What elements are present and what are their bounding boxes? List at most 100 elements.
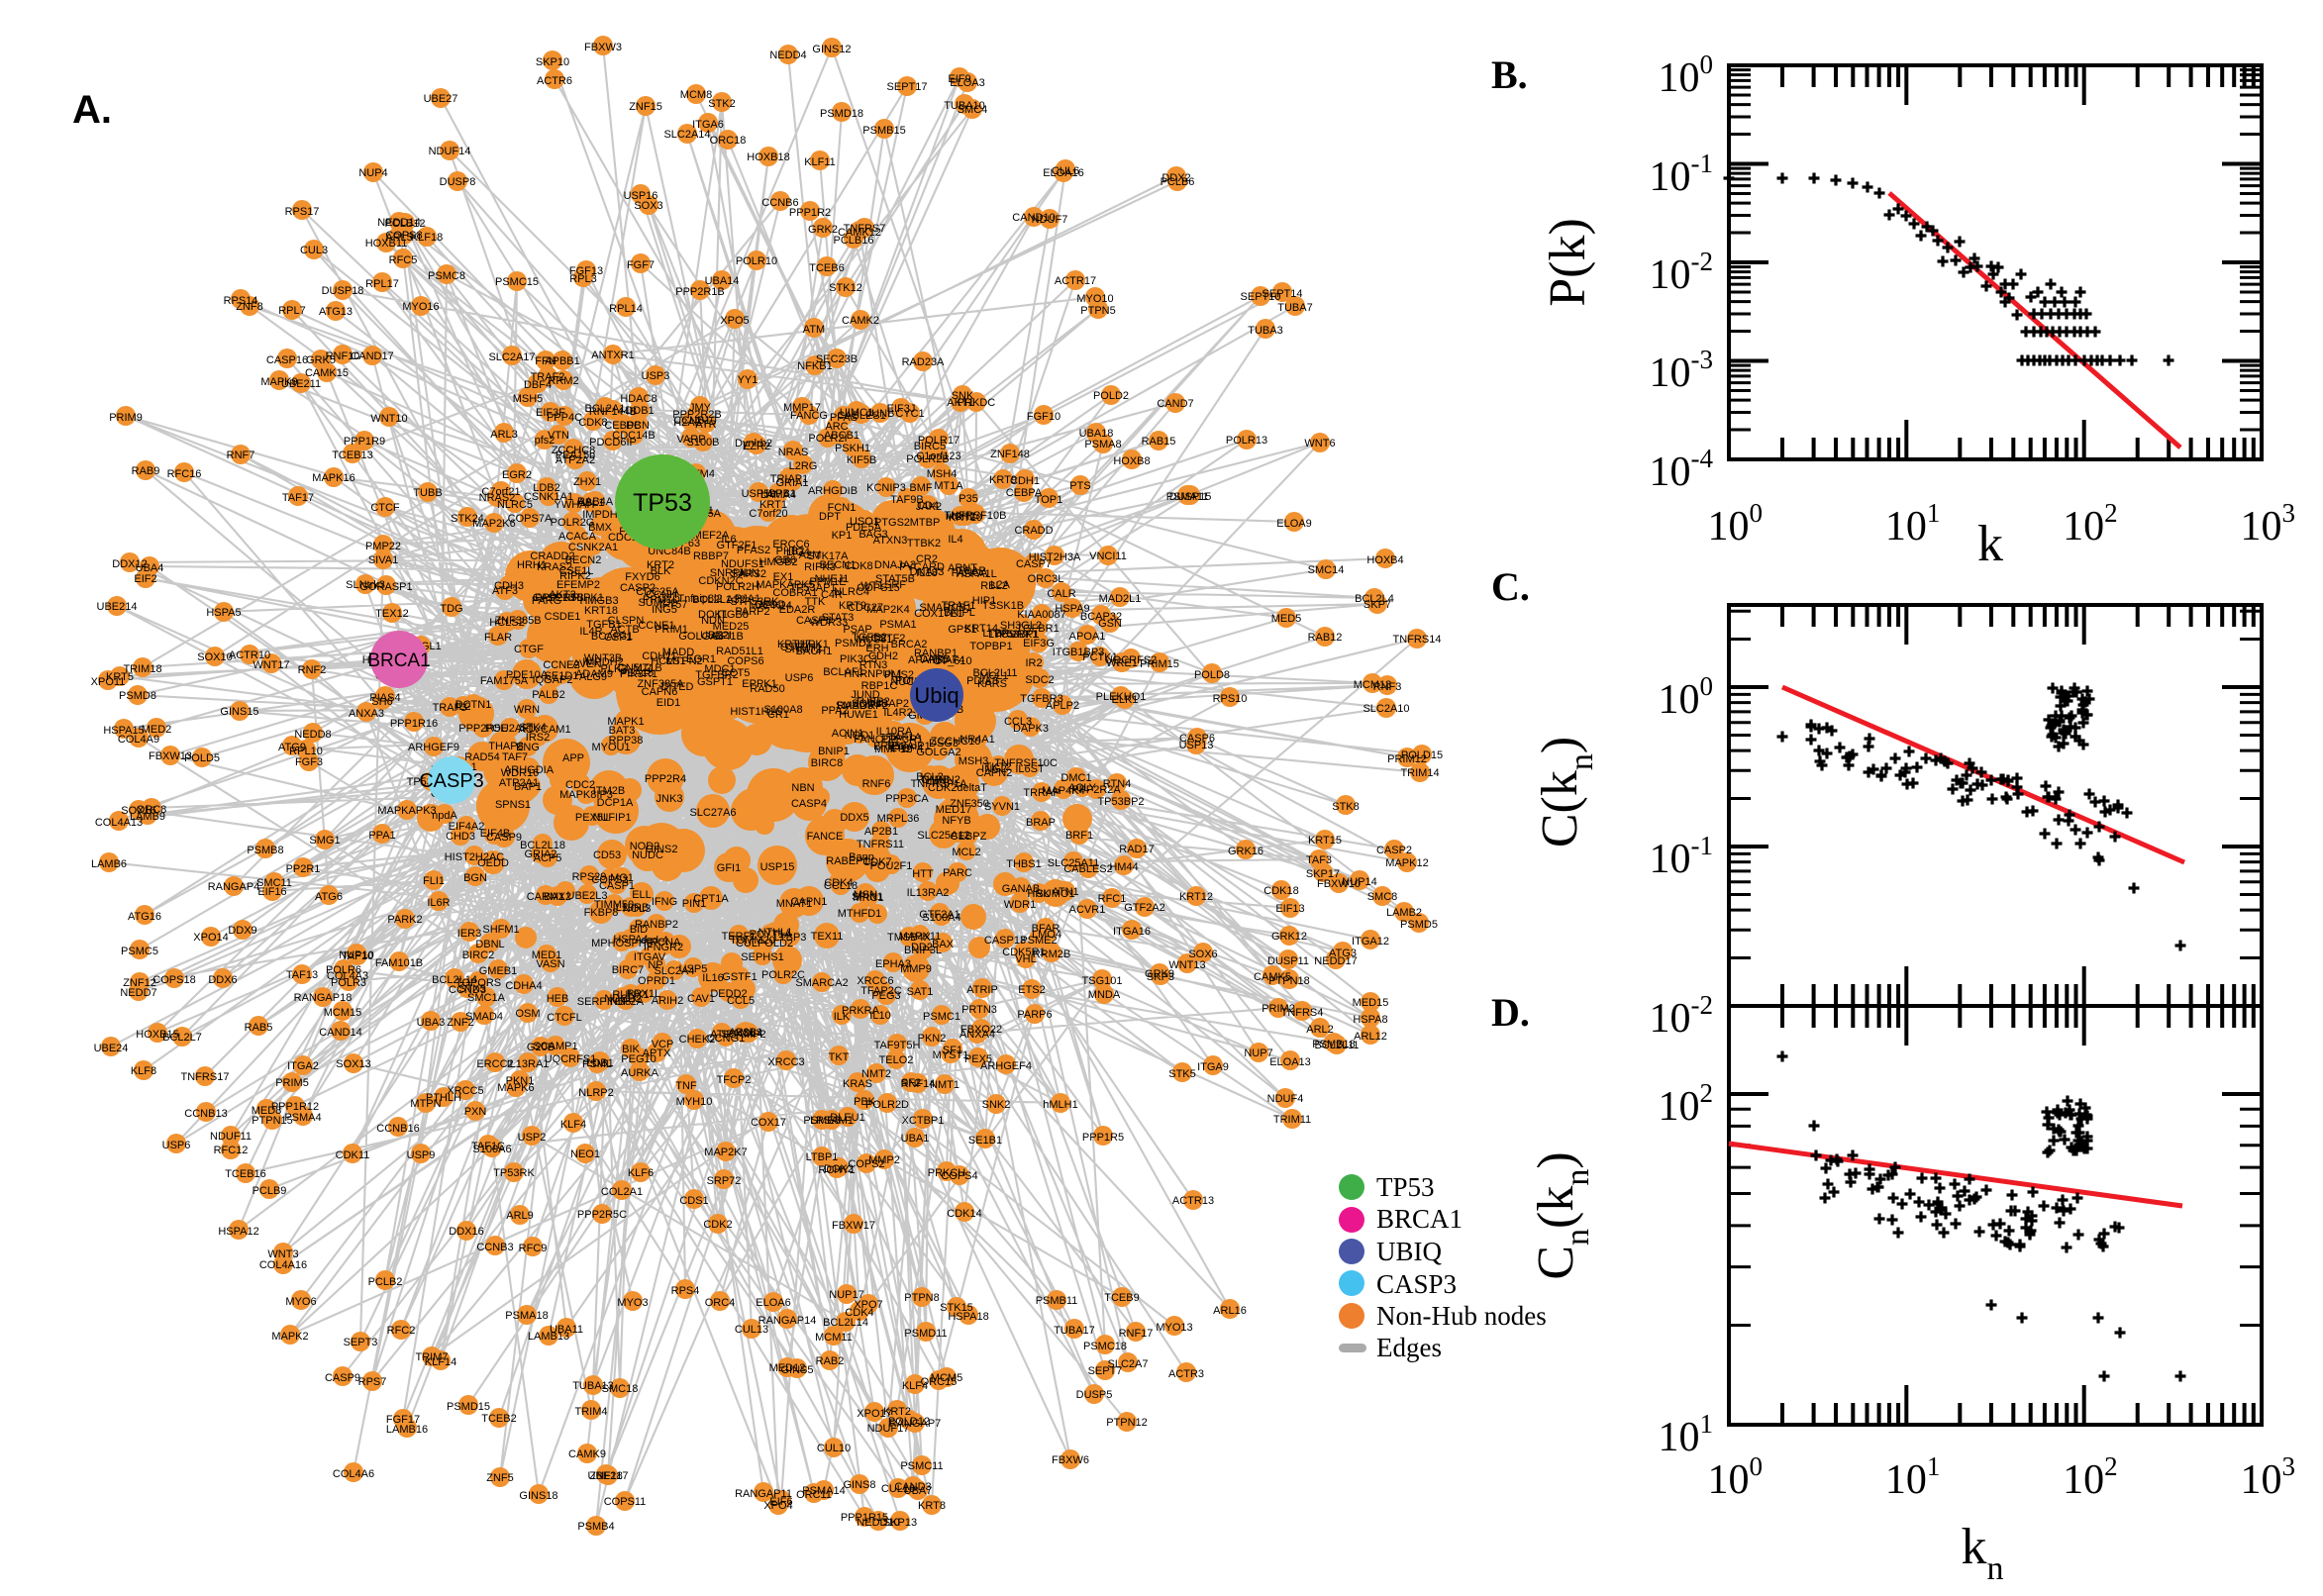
svg-text:LYCS: LYCS xyxy=(988,629,1016,641)
svg-text:MAP2K7: MAP2K7 xyxy=(704,1147,747,1158)
svg-text:ATRIP: ATRIP xyxy=(966,984,998,996)
svg-text:MRPL36: MRPL36 xyxy=(877,813,920,825)
svg-text:KARS: KARS xyxy=(977,678,1007,690)
svg-text:ACACA: ACACA xyxy=(558,531,597,543)
svg-text:C.: C. xyxy=(1491,564,1530,609)
svg-text:PSMC5: PSMC5 xyxy=(121,946,158,957)
svg-text:ACTR10: ACTR10 xyxy=(229,649,270,661)
svg-text:MTBP: MTBP xyxy=(910,517,941,529)
svg-text:ACTR13: ACTR13 xyxy=(1172,1195,1214,1207)
svg-text:CCNB3: CCNB3 xyxy=(476,1242,513,1253)
svg-text:TAF9T5H: TAF9T5H xyxy=(874,1040,921,1051)
svg-text:CCNB16: CCNB16 xyxy=(376,1123,419,1135)
svg-text:k: k xyxy=(1977,516,2003,572)
svg-text:HTT: HTT xyxy=(912,868,934,880)
svg-text:GFI1B: GFI1B xyxy=(712,631,744,643)
svg-text:KLF8: KLF8 xyxy=(131,1065,156,1077)
svg-text:POLR17: POLR17 xyxy=(918,435,960,447)
svg-text:HRH1: HRH1 xyxy=(517,559,547,571)
svg-text:CASP3: CASP3 xyxy=(1376,1269,1457,1299)
svg-text:ARL2: ARL2 xyxy=(1306,1024,1334,1036)
svg-text:NEO1: NEO1 xyxy=(570,1148,600,1160)
svg-text:TAF1C: TAF1C xyxy=(471,1141,505,1152)
svg-text:CSE1L: CSE1L xyxy=(559,565,594,577)
svg-text:CDK2: CDK2 xyxy=(703,1219,732,1231)
svg-text:TUBA7: TUBA7 xyxy=(1277,302,1312,314)
svg-text:YY1: YY1 xyxy=(738,374,758,386)
svg-text:USP9: USP9 xyxy=(407,1149,436,1161)
svg-text:MYO10: MYO10 xyxy=(1076,293,1113,305)
svg-text:SLC2A17: SLC2A17 xyxy=(488,351,535,363)
svg-text:HMGB2: HMGB2 xyxy=(758,556,797,568)
svg-text:CASP1: CASP1 xyxy=(599,880,635,892)
svg-text:RFC1: RFC1 xyxy=(1098,893,1127,905)
svg-text:C1orf123: C1orf123 xyxy=(916,450,960,462)
svg-text:FAM101B: FAM101B xyxy=(375,957,423,969)
svg-text:PARK2: PARK2 xyxy=(387,914,422,926)
svg-text:DCN: DCN xyxy=(626,420,650,432)
svg-text:TNFRS11: TNFRS11 xyxy=(857,839,904,850)
svg-text:SIVA1: SIVA1 xyxy=(368,554,398,566)
svg-text:CASP2: CASP2 xyxy=(620,582,656,594)
svg-text:THBS1: THBS1 xyxy=(1006,858,1041,870)
svg-text:NFYB: NFYB xyxy=(942,815,970,827)
svg-text:ATXN3: ATXN3 xyxy=(873,535,908,547)
svg-text:FBXW13: FBXW13 xyxy=(149,750,192,762)
svg-text:WRN: WRN xyxy=(514,704,540,716)
svg-text:ATF3: ATF3 xyxy=(492,585,518,597)
svg-text:NUP4: NUP4 xyxy=(358,167,387,179)
svg-text:SOX16: SOX16 xyxy=(121,805,155,817)
svg-text:CCT5: CCT5 xyxy=(722,667,751,679)
svg-text:RAB15: RAB15 xyxy=(1142,436,1176,448)
svg-text:PSMB8: PSMB8 xyxy=(247,845,283,856)
svg-text:SF1: SF1 xyxy=(943,1045,962,1056)
svg-text:EPHA3: EPHA3 xyxy=(875,958,911,970)
svg-text:CDS1: CDS1 xyxy=(679,1195,708,1207)
svg-text:GINS8: GINS8 xyxy=(843,1479,875,1491)
svg-text:EIF13: EIF13 xyxy=(1275,903,1304,915)
svg-text:PSMC11: PSMC11 xyxy=(900,1460,943,1472)
svg-text:TRAF2: TRAF2 xyxy=(531,371,565,383)
svg-text:SAT1: SAT1 xyxy=(907,986,934,998)
svg-text:SLC2A4: SLC2A4 xyxy=(655,965,695,977)
svg-text:TOMM20: TOMM20 xyxy=(730,935,775,947)
svg-text:ATG16: ATG16 xyxy=(128,911,161,923)
svg-text:RAD51L1: RAD51L1 xyxy=(716,646,763,657)
svg-text:FGF7: FGF7 xyxy=(627,259,655,271)
svg-text:XCTBP1: XCTBP1 xyxy=(902,1115,945,1127)
svg-text:ARIH2: ARIH2 xyxy=(652,995,683,1007)
svg-text:DARS: DARS xyxy=(920,653,951,665)
svg-text:UBIQ: UBIQ xyxy=(1376,1237,1442,1266)
svg-text:EIF9: EIF9 xyxy=(948,73,970,85)
svg-text:CDK8: CDK8 xyxy=(578,417,607,429)
svg-text:NFKB1: NFKB1 xyxy=(797,360,832,372)
svg-text:BIRC2: BIRC2 xyxy=(462,949,494,961)
svg-text:PSMC1: PSMC1 xyxy=(923,1011,960,1023)
svg-text:MSH5: MSH5 xyxy=(513,393,544,405)
svg-text:GINS15: GINS15 xyxy=(220,706,258,718)
svg-text:USP13: USP13 xyxy=(1179,740,1214,751)
svg-text:TAF13: TAF13 xyxy=(286,969,318,981)
svg-text:ZNF8: ZNF8 xyxy=(236,301,263,313)
svg-text:KRT5: KRT5 xyxy=(106,671,134,683)
svg-text:MSH4: MSH4 xyxy=(927,468,958,480)
svg-text:NRAS: NRAS xyxy=(778,447,809,458)
svg-text:MED5: MED5 xyxy=(1271,613,1302,625)
svg-text:COX17: COX17 xyxy=(751,1117,786,1129)
svg-text:UBA1: UBA1 xyxy=(901,1133,930,1145)
svg-text:CDK14: CDK14 xyxy=(947,1208,981,1220)
svg-text:CDK11: CDK11 xyxy=(336,1149,370,1161)
svg-text:DUSP18: DUSP18 xyxy=(322,285,364,297)
svg-text:HOXB18: HOXB18 xyxy=(747,151,789,163)
svg-text:POU2F1: POU2F1 xyxy=(870,860,913,872)
svg-text:BCL2L4: BCL2L4 xyxy=(1355,593,1394,605)
svg-text:ELOA6: ELOA6 xyxy=(756,1297,790,1309)
svg-text:CASP9: CASP9 xyxy=(486,832,522,844)
svg-text:CDHA4: CDHA4 xyxy=(505,980,542,992)
svg-text:PSMC8: PSMC8 xyxy=(428,270,465,282)
svg-text:TDG: TDG xyxy=(440,603,462,615)
svg-text:VHL: VHL xyxy=(1015,953,1036,965)
svg-text:BRF1: BRF1 xyxy=(1065,830,1093,842)
svg-text:HSPA5: HSPA5 xyxy=(206,607,241,619)
svg-text:RAD23A: RAD23A xyxy=(902,356,945,368)
